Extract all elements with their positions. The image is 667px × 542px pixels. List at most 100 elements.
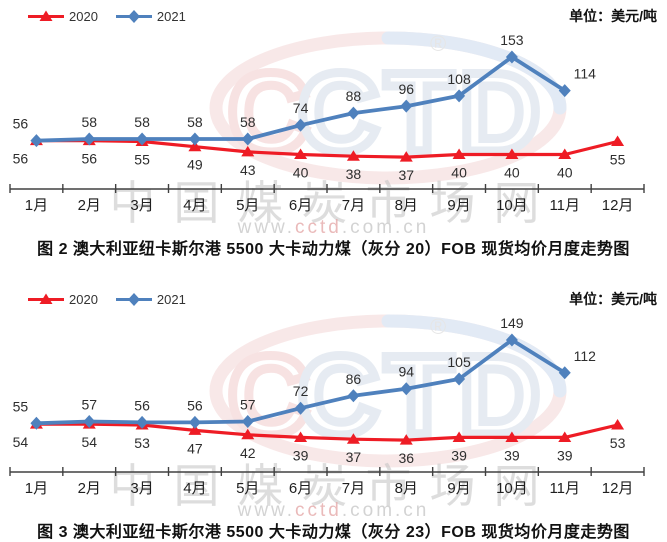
series-line-2020: [34, 139, 620, 159]
series-2021: [30, 333, 571, 430]
data-point-marker: [294, 401, 307, 415]
x-axis-label: 11月: [549, 197, 580, 214]
figure-3-header: 2020 2021 单位：美元/吨: [0, 288, 667, 310]
x-axis-label: 10月: [496, 480, 528, 497]
legend-label: 2020: [69, 291, 98, 307]
data-point-marker: [241, 132, 254, 146]
data-label: 55: [13, 398, 29, 414]
x-axis-label: 12月: [602, 480, 634, 497]
data-point-marker: [188, 415, 201, 429]
data-label: 56: [81, 151, 97, 167]
x-axis-label: 3月: [130, 197, 153, 214]
legend-label: 2021: [156, 291, 186, 307]
data-label: 58: [81, 114, 97, 130]
triangle-legend-marker-icon: [28, 293, 64, 304]
series-2021: [30, 50, 571, 148]
x-axis-label: 3月: [130, 480, 153, 497]
legend-item-2021: 2021: [115, 291, 186, 307]
data-point-marker: [136, 132, 149, 146]
data-label: 149: [500, 315, 524, 331]
data-label: 74: [293, 100, 309, 116]
legend-label: 2021: [156, 8, 186, 24]
x-axis-label: 1月: [25, 480, 48, 497]
figure-3-block: 2020 2021 单位：美元/吨 C CTD ® 中国煤炭市场网 www.cct…: [0, 283, 667, 542]
data-point-marker: [611, 135, 625, 147]
unit-label: 单位：美元/吨: [569, 291, 657, 307]
x-axis-label: 10月: [496, 197, 528, 214]
legend-label: 2020: [69, 8, 98, 24]
legend-item-2021: 2021: [115, 8, 186, 24]
legend-item-2020: 2020: [28, 292, 98, 307]
data-label: 54: [81, 434, 97, 450]
data-label: 57: [240, 397, 256, 413]
data-label: 47: [187, 440, 203, 456]
x-axis-label: 8月: [395, 480, 418, 497]
data-point-marker: [188, 140, 202, 152]
data-point-marker: [83, 415, 96, 429]
legend: 2020 2021: [28, 9, 186, 24]
data-label: 58: [240, 114, 256, 130]
data-point-marker: [611, 419, 625, 430]
data-point-marker: [188, 132, 201, 146]
data-label: 55: [610, 152, 626, 168]
plot-area-fig2: C CTD ® 中国煤炭市场网 www.cctd.com.cn 1月 2月 3月 4月…: [0, 29, 667, 238]
data-point-marker: [188, 424, 202, 435]
data-point-marker: [347, 106, 360, 120]
data-point-marker: [83, 132, 96, 146]
x-axis-label: 6月: [289, 480, 312, 497]
data-label: 56: [134, 397, 150, 413]
x-axis-label: 5月: [236, 197, 259, 214]
data-label: 58: [187, 114, 203, 130]
x-axis-label: 6月: [289, 197, 312, 214]
legend-item-2020: 2020: [28, 9, 98, 24]
legend-marker: [127, 9, 140, 23]
data-label: 108: [447, 71, 471, 87]
x-axis: 1月 2月 3月 4月 5月 6月 7月 8月 9月 10月 11月 12月: [9, 467, 645, 497]
data-point-marker: [294, 118, 307, 132]
data-label: 56: [187, 397, 203, 413]
data-label: 43: [240, 162, 256, 178]
data-label: 37: [398, 167, 414, 183]
data-label: 38: [346, 166, 362, 182]
data-point-marker: [400, 382, 413, 396]
data-label: 88: [346, 88, 362, 104]
caption-fig3: 图 3 澳大利亚纽卡斯尔港 5500 大卡动力煤（灰分 23）FOB 现货均价月…: [37, 524, 630, 541]
series-labels-2021: 56 58 58 58 58 74 88 96 108 153 114: [13, 32, 596, 132]
x-axis-label: 4月: [183, 197, 206, 214]
data-label: 39: [557, 447, 573, 463]
data-label: 40: [451, 164, 467, 180]
data-label: 153: [500, 32, 524, 48]
figure-2-header: 2020 2021 单位：美元/吨: [0, 5, 667, 27]
data-point-marker: [136, 415, 149, 429]
data-label: 56: [13, 116, 29, 132]
figure-2-block: 2020 2021 单位：美元/吨 C CTD ® 中国煤炭市场网 www.cct…: [0, 0, 667, 259]
data-label: 53: [134, 435, 150, 451]
triangle-legend-marker-icon: [28, 10, 64, 21]
x-axis-label: 9月: [447, 197, 470, 214]
unit-label: 单位：美元/吨: [569, 8, 657, 24]
caption-fig2: 图 2 澳大利亚纽卡斯尔港 5500 大卡动力煤（灰分 20）FOB 现货均价月…: [37, 241, 630, 258]
legend-marker: [39, 10, 53, 21]
line-chart-fig3: 1月 2月 3月 4月 5月 6月 7月 8月 9月 10月 11月 12月 54 54 53 47 42 39 3…: [9, 315, 645, 497]
diamond-legend-marker-icon: [115, 9, 152, 23]
x-axis-label: 4月: [183, 480, 206, 497]
x-axis-label: 7月: [342, 197, 365, 214]
data-label: 55: [134, 152, 150, 168]
legend-marker: [127, 292, 140, 306]
x-axis-label: 1月: [25, 197, 48, 214]
data-label: 72: [293, 383, 309, 399]
data-label: 112: [574, 348, 597, 364]
x-axis: 1月 2月 3月 4月 5月 6月 7月 8月 9月 10月 11月 12月: [9, 184, 645, 214]
data-label: 86: [346, 371, 362, 387]
data-label: 54: [13, 434, 29, 450]
data-label: 49: [187, 157, 203, 173]
data-label: 114: [574, 66, 597, 82]
x-axis-label: 9月: [447, 480, 470, 497]
data-label: 53: [610, 435, 626, 451]
x-axis-label: 8月: [395, 197, 418, 214]
series-labels-2021: 55 57 56 56 57 72 86 94 105 149 112: [13, 315, 596, 414]
data-label: 40: [557, 164, 573, 180]
data-point-marker: [30, 416, 43, 430]
data-label: 40: [293, 164, 309, 180]
x-axis-label: 5月: [236, 480, 259, 497]
